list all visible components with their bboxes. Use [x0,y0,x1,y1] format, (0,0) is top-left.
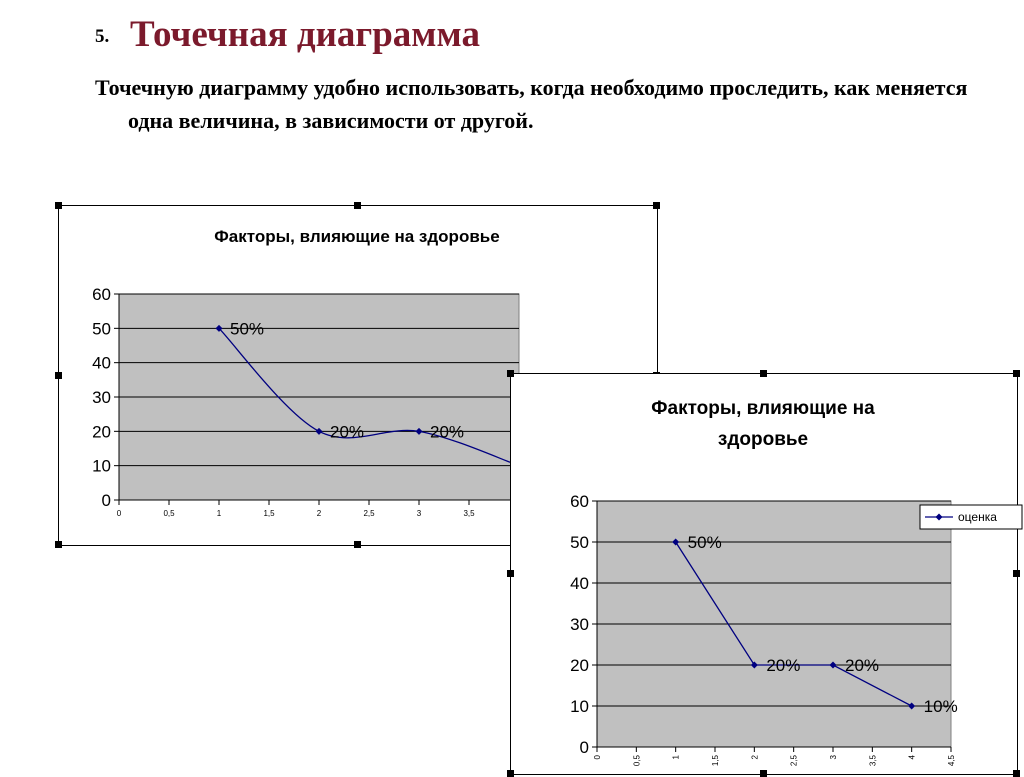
chart-2-x-tick-label: 3,5 [868,754,877,766]
chart-2-x-tick-label: 3 [829,754,838,759]
chart-1-y-tick-label: 40 [92,354,111,373]
chart-2-x-tick-label: 2,5 [790,754,799,766]
chart-2-x-tick-label: 4,5 [947,754,956,766]
chart-2-data-label: 50% [688,533,722,552]
slide-body-text: Точечную диаграмму удобно использовать, … [95,75,968,133]
chart-1-x-tick-label: 3,5 [463,509,475,518]
chart-2-y-tick-label: 30 [570,615,589,634]
chart-2-data-label: 20% [766,656,800,675]
chart-1-data-point [315,427,323,435]
chart-1-y-tick-label: 50 [92,319,111,338]
resize-handle[interactable] [354,202,361,209]
chart-1-x-tick-label: 2 [317,509,322,518]
resize-handle[interactable] [354,541,361,548]
chart-2-series-line [675,541,912,707]
chart-2-legend-marker [935,513,943,521]
chart-1-y-tick-label: 0 [102,491,111,510]
resize-handle[interactable] [55,202,62,209]
chart-1-y-tick-label: 60 [92,285,111,304]
chart-1-x-tick-label: 1,5 [263,509,275,518]
chart-2-title-line-1: Факторы, влияющие на [651,398,875,419]
chart-1-data-point [215,324,223,332]
resize-handle[interactable] [1013,370,1020,377]
slide-number: 5. [95,26,110,47]
resize-handle[interactable] [507,570,514,577]
chart-1-x-tick-label: 1 [217,509,222,518]
chart-2-x-tick-label: 2 [750,754,759,759]
slide-title: Точечная диаграмма [130,14,480,55]
chart-2-y-tick-label: 0 [580,738,589,757]
resize-handle[interactable] [55,541,62,548]
chart-2-data-point [908,702,916,710]
chart-1-title: Факторы, влияющие на здоровье [214,227,499,246]
chart-2-data-label: 20% [845,656,879,675]
chart-2-x-tick-label: 0 [593,754,602,759]
resize-handle[interactable] [653,202,660,209]
chart-1-y-tick-label: 30 [92,388,111,407]
chart-2-data-point [829,661,837,669]
resize-handle[interactable] [1013,770,1020,777]
chart-2-y-tick-label: 60 [570,492,589,511]
chart-1-y-tick-label: 10 [92,457,111,476]
chart-2-data-point [672,538,680,546]
chart-1-data-label: 50% [230,319,264,338]
chart-2-x-tick-label: 1 [672,754,681,759]
chart-1-x-tick-label: 2,5 [363,509,375,518]
chart-1-data-label: 20% [430,422,464,441]
chart-1-x-tick-label: 0 [117,509,122,518]
chart-2-x-tick-label: 0,5 [632,754,641,766]
chart-2-y-tick-label: 20 [570,656,589,675]
resize-handle[interactable] [760,770,767,777]
chart-2-x-tick-label: 1,5 [711,754,720,766]
chart-2-canvas: Факторы, влияющие наздоровье010203040506… [570,398,1023,766]
chart-2-data-label: 10% [924,697,958,716]
chart-1-x-tick-label: 0,5 [163,509,175,518]
chart-1-y-tick-label: 20 [92,422,111,441]
chart-2-y-tick-label: 10 [570,697,589,716]
resize-handle[interactable] [507,770,514,777]
chart-2-legend-label: оценка [958,510,997,524]
chart-1-canvas: Факторы, влияющие на здоровье01020304050… [92,227,564,518]
scatter-chart-with-legend[interactable]: Факторы, влияющие на здоровье 0 10 20 30 40 50 6… [507,370,1023,777]
resize-handle[interactable] [55,371,62,379]
chart-2-title-line-2: здоровье [718,429,808,450]
chart-1-data-label: 20% [330,422,364,441]
resize-handle[interactable] [1013,570,1020,577]
resize-handle[interactable] [760,370,767,377]
chart-1-series-line [218,327,520,467]
chart-2-x-tick-label: 4 [908,754,917,759]
chart-2-y-tick-label: 50 [570,533,589,552]
chart-2-data-point [750,661,758,669]
resize-handle[interactable] [507,370,514,377]
chart-1-data-point [415,427,423,435]
chart-2-y-tick-label: 40 [570,574,589,593]
chart-1-x-tick-label: 3 [417,509,422,518]
